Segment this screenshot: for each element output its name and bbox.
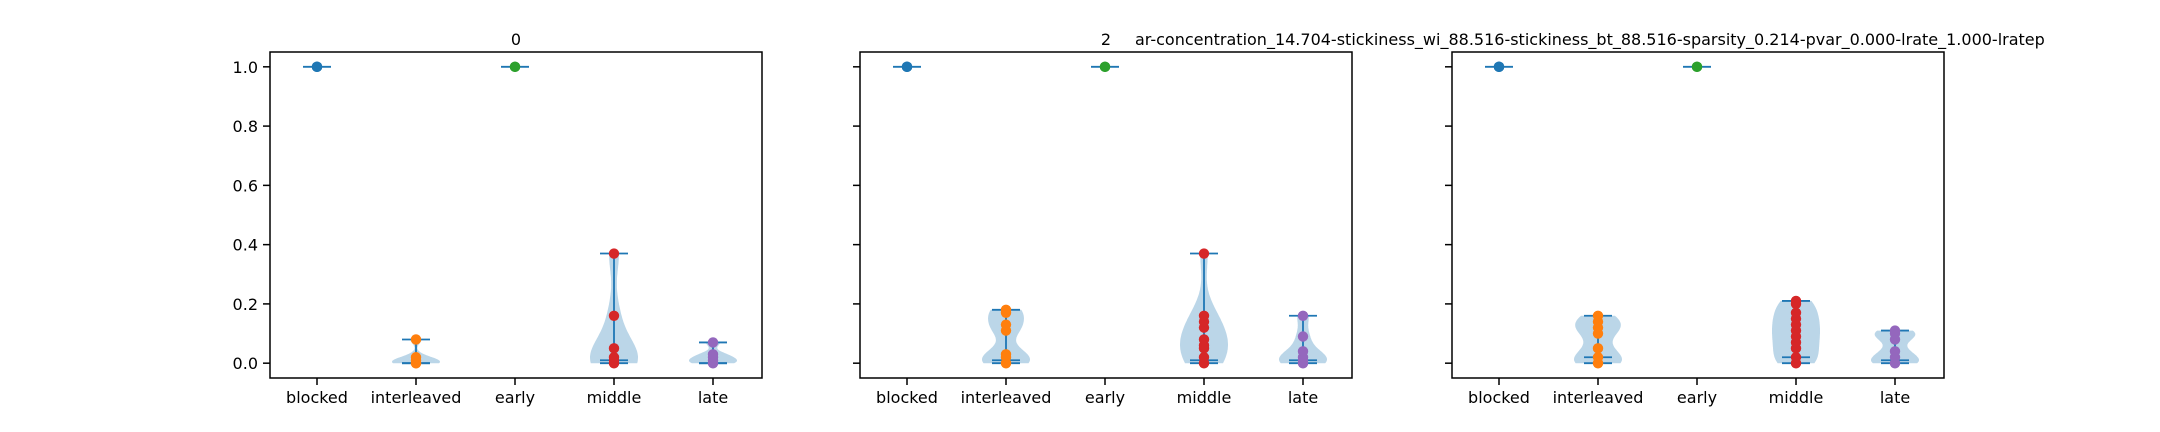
data-point [1790, 307, 1802, 318]
data-point [1198, 248, 1210, 259]
violin-late [689, 337, 737, 369]
data-point [410, 334, 422, 345]
data-point [1790, 352, 1802, 363]
x-tick-label: early [1677, 388, 1717, 407]
violin-early [501, 61, 529, 73]
panel-title: 2 [1101, 30, 1111, 49]
y-tick-label: 0.8 [233, 117, 258, 136]
chart-panel-2: blocked interleaved early middle late [1445, 51, 1945, 407]
data-point [1889, 325, 1901, 336]
violin-interleaved [982, 304, 1030, 369]
x-tick-label: early [1085, 388, 1125, 407]
data-point [1099, 61, 1111, 73]
panel-title: 0 [511, 30, 521, 49]
x-tick-label: blocked [286, 388, 348, 407]
x-tick-label: late [1288, 388, 1318, 407]
data-point [1198, 334, 1210, 345]
chart-panel-1: 2 blocked interleaved early middle late [853, 30, 1353, 407]
x-tick-label: blocked [876, 388, 938, 407]
violin-interleaved [1574, 310, 1622, 369]
data-point [1889, 346, 1901, 357]
violin-middle [1180, 248, 1228, 369]
data-point [707, 349, 719, 360]
x-tick-label: middle [1769, 388, 1824, 407]
data-point [1790, 295, 1802, 307]
data-point [1198, 352, 1210, 363]
data-point [608, 343, 620, 354]
data-point [1297, 346, 1309, 357]
data-point [1000, 319, 1012, 330]
data-point [608, 352, 620, 363]
data-point [1691, 61, 1703, 73]
data-point [1297, 310, 1309, 321]
y-tick-label: 0.2 [233, 295, 258, 314]
data-point [509, 61, 521, 73]
violin-late [1871, 325, 1919, 369]
violin-blocked [893, 61, 921, 73]
data-point [1493, 61, 1505, 73]
x-tick-label: middle [587, 388, 642, 407]
data-point [1000, 349, 1012, 360]
x-tick-label: middle [1177, 388, 1232, 407]
violin-late [1279, 310, 1327, 369]
data-point [1297, 331, 1309, 342]
x-tick-label: blocked [1468, 388, 1530, 407]
x-tick-label: early [495, 388, 535, 407]
y-tick-label: 0.6 [233, 176, 258, 195]
violin-early [1091, 61, 1119, 73]
axes-frame [1451, 51, 1945, 379]
data-point [1000, 304, 1012, 316]
x-tick-label: interleaved [371, 388, 462, 407]
violin-middle [590, 248, 638, 369]
data-point [410, 352, 422, 363]
x-tick-label: late [698, 388, 728, 407]
data-point [1592, 310, 1604, 321]
data-point [707, 337, 719, 348]
y-tick-label: 0.4 [233, 236, 258, 255]
data-point [901, 61, 913, 73]
data-point [311, 61, 323, 73]
y-tick-label: 0.0 [233, 354, 258, 373]
data-point [608, 310, 620, 321]
chart-panel-0: 0 0.0 0.2 0.4 0.6 0.8 1.0 blocked interleaved ear… [233, 30, 763, 407]
data-point [1592, 343, 1604, 354]
violin-early [1683, 61, 1711, 73]
violin-middle [1772, 295, 1820, 369]
axes-frame [859, 51, 1353, 379]
x-tick-label: late [1880, 388, 1910, 407]
figure-suptitle: ar-concentration_14.704-stickiness_wi_88… [1135, 30, 2045, 50]
y-tick-label: 1.0 [233, 58, 258, 77]
data-point [1198, 310, 1210, 321]
violin-interleaved [392, 334, 440, 369]
data-point [1592, 352, 1604, 363]
axes-frame [269, 51, 763, 379]
x-tick-label: interleaved [1553, 388, 1644, 407]
violin-blocked [1485, 61, 1513, 73]
violin-blocked [303, 61, 331, 73]
data-point [608, 248, 620, 259]
x-tick-label: interleaved [961, 388, 1052, 407]
